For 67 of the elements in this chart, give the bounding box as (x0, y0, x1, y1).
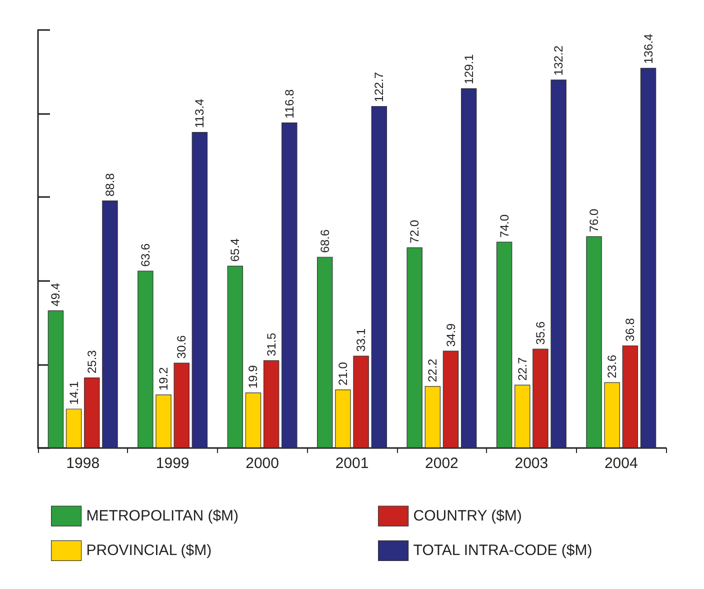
bar (335, 389, 351, 448)
x-tick-label: 2003 (514, 455, 548, 472)
bar (48, 310, 64, 448)
data-label: 63.6 (138, 243, 152, 267)
data-label: 34.9 (444, 323, 458, 347)
data-label: 31.5 (264, 332, 278, 356)
bar (622, 345, 638, 448)
data-label: 116.8 (282, 89, 296, 119)
bar (604, 382, 620, 448)
data-label: 33.1 (354, 328, 368, 352)
bar (263, 360, 280, 448)
data-label: 19.2 (156, 366, 171, 390)
data-label: 21.0 (336, 362, 350, 386)
data-label: 23.6 (605, 354, 620, 378)
legend-label: TOTAL INTRA-CODE ($M) (413, 542, 592, 560)
bar (174, 362, 190, 448)
data-label: 25.3 (84, 350, 99, 374)
bar (102, 200, 118, 448)
bar (550, 80, 566, 448)
bar (138, 270, 154, 448)
bar (227, 266, 244, 448)
data-label: 122.7 (372, 72, 386, 102)
bar (406, 247, 422, 448)
legend-label: PROVINCIAL ($M) (86, 542, 212, 560)
data-label: 14.1 (66, 381, 81, 405)
x-tick-label: 2002 (425, 455, 458, 472)
data-label: 30.6 (174, 335, 189, 359)
bar (353, 356, 369, 448)
data-label: 132.2 (552, 45, 566, 76)
data-label: 76.0 (587, 208, 602, 232)
data-label: 113.4 (192, 98, 207, 128)
data-label: 22.7 (515, 357, 530, 381)
data-label: 68.6 (318, 229, 332, 253)
data-label: 65.4 (228, 238, 242, 262)
x-tick-label: 1999 (156, 455, 190, 472)
bar (84, 377, 100, 448)
data-label: 136.4 (641, 34, 656, 64)
bar (371, 106, 387, 448)
data-label: 22.2 (426, 358, 440, 382)
data-label: 35.6 (533, 321, 548, 345)
bar (496, 242, 512, 448)
bar (460, 88, 477, 448)
data-label: 19.9 (246, 364, 260, 389)
bar (317, 256, 333, 448)
data-label: 49.4 (48, 282, 63, 306)
data-label: 129.1 (462, 54, 476, 84)
bar (156, 394, 172, 448)
bar (586, 236, 602, 448)
bar (514, 384, 530, 448)
x-tick-label: 1998 (66, 455, 100, 472)
bar (282, 122, 298, 448)
bar (442, 350, 459, 448)
x-tick-label: 2000 (246, 455, 279, 472)
data-label: 88.8 (102, 172, 117, 197)
data-label: 74.0 (497, 214, 512, 238)
bar (532, 348, 548, 448)
legend-label: COUNTRY ($M) (413, 508, 522, 525)
data-label: 72.0 (408, 220, 422, 244)
bar (424, 386, 441, 448)
x-tick-label: 2004 (604, 455, 638, 472)
bar (245, 392, 262, 448)
bar (66, 408, 82, 448)
bar (640, 68, 656, 448)
legend-label: METROPOLITAN ($M) (86, 508, 239, 525)
bar (192, 132, 208, 448)
x-tick-label: 2001 (335, 455, 369, 472)
data-label: 36.8 (623, 318, 638, 342)
